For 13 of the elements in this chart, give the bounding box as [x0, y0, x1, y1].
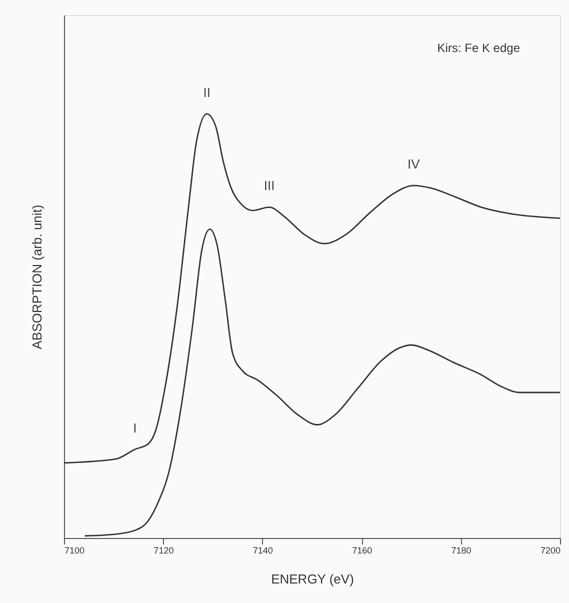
y-axis-title: ABSORPTION (arb. unit): [30, 204, 44, 350]
annotation: I: [133, 420, 137, 436]
x-tick-label: 7180: [451, 546, 472, 556]
x-tick-label: 7200: [540, 546, 560, 556]
x-tick-label: 7160: [352, 546, 372, 556]
x-tick-label: 7100: [64, 546, 85, 556]
annotation: II: [203, 84, 210, 100]
x-axis-title: ENERGY (eV): [271, 572, 354, 586]
text: Kirs: Fe K edge: [437, 41, 520, 55]
annotation: IV: [408, 156, 420, 172]
annotation: III: [264, 178, 275, 194]
x-tick-label: 7140: [252, 546, 273, 556]
x-tick-label: 7120: [154, 546, 174, 556]
